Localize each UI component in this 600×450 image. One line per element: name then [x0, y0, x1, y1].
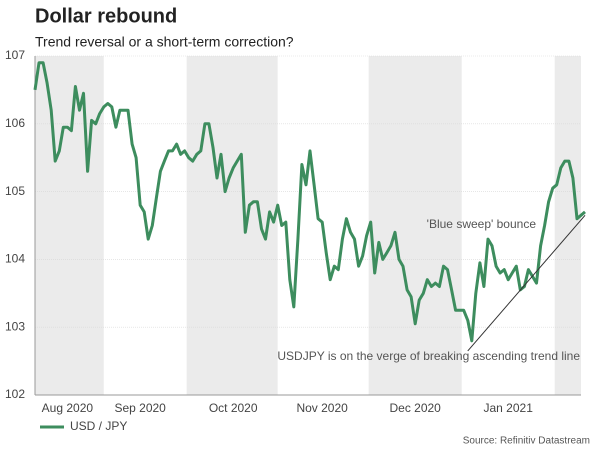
chart-subtitle: Trend reversal or a short-term correctio…: [35, 34, 294, 50]
y-tick-label: 102: [5, 387, 25, 401]
x-tick-label: Sep 2020: [114, 401, 166, 415]
trend-line: [467, 215, 586, 352]
source: Source: Refinitiv Datastream: [463, 436, 590, 447]
annotation: 'Blue sweep' bounce: [427, 217, 537, 231]
chart-title: Dollar rebound: [35, 5, 177, 27]
x-tick-label: Nov 2020: [296, 401, 348, 415]
annotation: USDJPY is on the verge of breaking ascen…: [277, 349, 580, 363]
x-tick-label: Jan 2021: [484, 401, 534, 415]
y-tick-label: 107: [5, 48, 25, 62]
y-tick-label: 103: [5, 319, 25, 333]
x-tick-label: Aug 2020: [42, 401, 94, 415]
y-tick-label: 106: [5, 116, 25, 130]
month-band: [186, 56, 278, 395]
legend-label: USD / JPY: [70, 419, 127, 433]
month-band: [554, 56, 581, 395]
series-line: [33, 61, 586, 343]
x-tick-label: Oct 2020: [209, 401, 258, 415]
y-tick-label: 104: [5, 252, 25, 266]
month-band: [35, 56, 104, 395]
x-tick-label: Dec 2020: [389, 401, 441, 415]
month-band: [368, 56, 462, 395]
y-tick-label: 105: [5, 184, 25, 198]
